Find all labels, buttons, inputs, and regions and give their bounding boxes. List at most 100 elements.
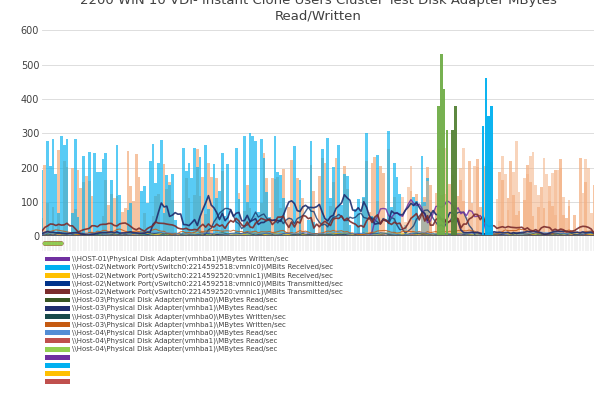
Bar [63, 160, 65, 236]
Bar [163, 164, 166, 236]
Bar [82, 156, 85, 236]
Bar [340, 205, 343, 236]
Bar [390, 207, 393, 236]
Bar [104, 180, 107, 236]
Bar [77, 171, 79, 236]
Bar [277, 177, 279, 236]
Bar [271, 178, 274, 236]
Bar [537, 195, 540, 236]
Bar [415, 194, 418, 236]
Bar [132, 201, 135, 236]
Bar [443, 89, 445, 236]
Bar [426, 178, 429, 236]
Bar [499, 221, 501, 236]
Bar [110, 180, 113, 236]
Bar [182, 148, 185, 236]
Bar [101, 159, 104, 236]
Bar [548, 201, 551, 236]
Bar [130, 186, 132, 236]
Bar [437, 149, 440, 236]
Bar [515, 141, 518, 236]
Bar [215, 199, 218, 236]
Bar [365, 161, 368, 236]
Bar [540, 187, 542, 236]
Bar [526, 165, 529, 236]
Bar [46, 141, 49, 236]
Bar [523, 200, 526, 236]
FancyBboxPatch shape [45, 297, 70, 303]
Bar [74, 209, 77, 236]
Bar [60, 136, 63, 236]
Bar [412, 197, 415, 236]
Bar [365, 133, 368, 236]
Bar [548, 186, 551, 236]
Text: \\Host-02\Network Port(vSwitch0:2214592520:vmnic1)\MBits Received/sec: \\Host-02\Network Port(vSwitch0:22145925… [73, 272, 334, 279]
Bar [212, 164, 215, 236]
Bar [490, 162, 493, 236]
Bar [88, 152, 91, 236]
Bar [557, 170, 559, 236]
Bar [429, 184, 432, 236]
Bar [554, 215, 557, 236]
Bar [71, 213, 74, 236]
Bar [562, 215, 565, 236]
Bar [140, 191, 143, 236]
Bar [310, 165, 313, 236]
Bar [57, 151, 60, 236]
Bar [454, 202, 457, 236]
Bar [343, 175, 346, 236]
Bar [454, 205, 457, 236]
Bar [185, 171, 188, 236]
Bar [504, 174, 506, 236]
Bar [590, 214, 593, 236]
Bar [221, 171, 224, 236]
Bar [542, 208, 545, 236]
FancyBboxPatch shape [45, 371, 70, 376]
Bar [554, 170, 557, 236]
Bar [246, 203, 248, 236]
Bar [487, 167, 490, 236]
Bar [154, 183, 157, 236]
Bar [107, 205, 110, 236]
Bar [440, 195, 443, 236]
Bar [532, 152, 535, 236]
Bar [113, 198, 116, 236]
Bar [401, 197, 404, 236]
Bar [124, 208, 127, 236]
Bar [451, 175, 454, 236]
Bar [63, 145, 65, 236]
Bar [415, 201, 418, 236]
Text: \\Host-04\Physical Disk Adapter(vmhba1)\MBytes Read/sec: \\Host-04\Physical Disk Adapter(vmhba1)\… [73, 338, 278, 344]
Bar [443, 193, 446, 236]
Bar [332, 167, 335, 236]
FancyBboxPatch shape [45, 330, 70, 335]
Bar [551, 206, 554, 236]
Bar [207, 209, 210, 236]
Text: \\Host-02\Network Port(vSwitch0:2214592520:vmnic1)\MBits Transmitted/sec: \\Host-02\Network Port(vSwitch0:22145925… [73, 288, 343, 295]
Bar [277, 172, 279, 236]
Bar [163, 213, 166, 236]
Bar [321, 158, 323, 236]
Bar [290, 160, 293, 236]
Bar [248, 133, 251, 236]
Bar [501, 156, 504, 236]
Bar [506, 210, 509, 236]
Bar [274, 178, 277, 236]
Bar [55, 175, 57, 236]
Bar [337, 145, 340, 236]
Bar [579, 158, 581, 236]
Bar [393, 197, 395, 236]
Bar [382, 173, 385, 236]
Bar [376, 154, 379, 236]
Bar [171, 200, 174, 236]
Bar [587, 168, 590, 236]
Bar [460, 180, 462, 236]
Bar [515, 216, 518, 236]
FancyBboxPatch shape [45, 281, 70, 286]
Bar [388, 131, 390, 236]
Bar [101, 216, 104, 236]
FancyBboxPatch shape [45, 265, 70, 269]
Bar [460, 168, 462, 236]
Bar [96, 171, 99, 236]
FancyBboxPatch shape [45, 338, 70, 344]
